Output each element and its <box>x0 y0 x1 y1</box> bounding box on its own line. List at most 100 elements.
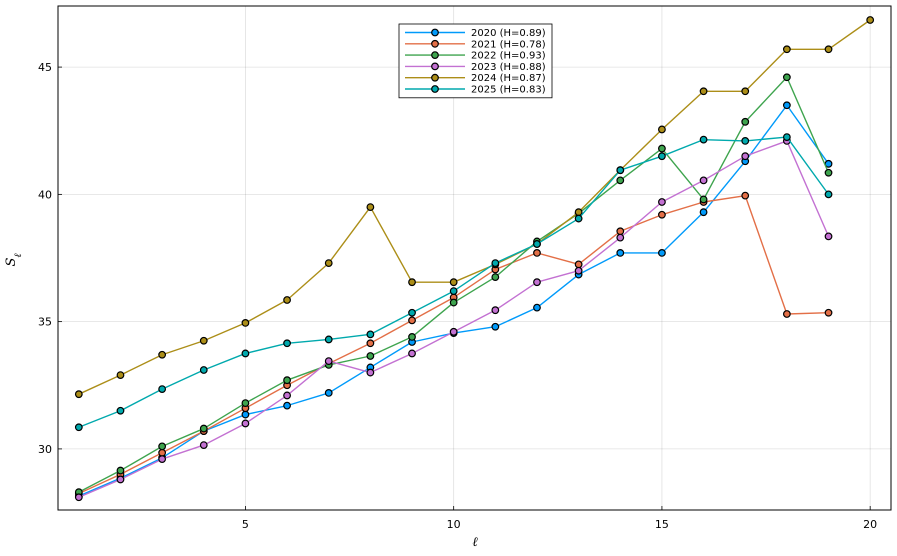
data-point <box>408 278 416 287</box>
legend: 2020 (H=0.89)2021 (H=0.78)2022 (H=0.93)2… <box>398 23 553 99</box>
data-point <box>658 249 666 257</box>
y-axis-label: Sℓ <box>4 253 24 266</box>
data-point <box>241 410 250 419</box>
data-point <box>241 399 250 407</box>
data-point <box>533 249 541 257</box>
data-point <box>824 45 833 54</box>
data-point <box>658 125 666 134</box>
data-point <box>699 176 708 185</box>
legend-label: 2025 (H=0.83) <box>471 85 546 96</box>
legend-marker <box>431 73 439 82</box>
data-point <box>283 339 291 348</box>
x-axis-label: ℓ <box>472 535 478 550</box>
legend-marker <box>431 39 439 48</box>
data-point <box>533 303 541 312</box>
data-point <box>824 168 833 177</box>
data-point <box>782 133 791 141</box>
data-point <box>199 424 208 433</box>
data-point <box>449 278 458 287</box>
series-4 <box>74 137 833 502</box>
data-point <box>491 322 500 331</box>
data-point <box>74 493 83 502</box>
x-tick-label: 5 <box>242 518 249 531</box>
data-point <box>741 191 750 200</box>
plot-border <box>57 5 892 511</box>
legend-marker <box>431 85 439 93</box>
series-line <box>78 19 871 395</box>
legend-marker <box>431 28 439 37</box>
data-point <box>741 152 750 161</box>
axis-labels: ℓ Sℓ <box>4 253 478 550</box>
data-point <box>491 259 500 267</box>
data-point <box>158 442 167 451</box>
data-point <box>782 45 791 54</box>
data-point <box>74 423 83 432</box>
data-point <box>283 391 291 400</box>
data-point <box>241 419 250 428</box>
data-point <box>824 232 833 241</box>
data-point <box>366 339 375 348</box>
x-tick-label: 10 <box>447 518 461 531</box>
data-point <box>533 240 541 248</box>
legend-label: 2023 (H=0.88) <box>471 62 546 73</box>
data-point <box>366 352 375 360</box>
data-point <box>658 198 666 206</box>
data-point <box>574 260 583 269</box>
data-point <box>658 210 666 219</box>
data-point <box>741 87 750 96</box>
data-point <box>408 308 416 317</box>
data-point <box>741 117 750 126</box>
data-point <box>449 298 458 307</box>
x-tick-label: 20 <box>863 518 877 531</box>
data-point <box>616 227 625 236</box>
data-point <box>283 401 291 410</box>
data-point <box>824 190 833 199</box>
y-tick-label: 35 <box>38 316 52 329</box>
data-point <box>866 16 875 24</box>
legend-box <box>398 23 553 99</box>
legend-label: 2020 (H=0.89) <box>471 28 546 39</box>
data-point <box>366 330 375 339</box>
data-point <box>658 144 666 153</box>
legend-label: 2022 (H=0.93) <box>471 51 546 62</box>
data-point <box>324 259 333 267</box>
data-point <box>241 319 250 327</box>
series-lines <box>74 16 875 502</box>
tick-labels: 5 10 15 20 30 35 40 45 <box>38 61 877 531</box>
data-point <box>116 406 125 415</box>
data-point <box>782 101 791 110</box>
legend-marker <box>431 62 439 71</box>
data-point <box>158 455 167 463</box>
data-point <box>699 195 708 204</box>
data-point <box>116 466 125 475</box>
data-point <box>116 371 125 379</box>
data-point <box>366 203 375 211</box>
data-point <box>116 475 125 484</box>
legend-label: 2021 (H=0.78) <box>471 39 546 50</box>
data-point <box>158 385 167 393</box>
data-point <box>283 296 291 304</box>
data-point <box>283 376 291 385</box>
data-point <box>366 368 375 377</box>
data-point <box>491 306 500 315</box>
data-point <box>199 336 208 345</box>
data-point <box>158 350 167 359</box>
data-point <box>199 366 208 374</box>
data-point <box>74 390 83 399</box>
data-point <box>241 349 250 358</box>
y-tick-label: 40 <box>38 188 52 201</box>
data-point <box>699 135 708 144</box>
data-point <box>324 389 333 397</box>
data-point <box>199 441 208 449</box>
data-point <box>408 316 416 325</box>
data-point <box>616 166 625 175</box>
data-point <box>574 266 583 275</box>
data-point <box>699 87 708 96</box>
data-point <box>449 287 458 295</box>
y-tick-label: 45 <box>38 61 52 74</box>
legend-marker <box>431 51 439 59</box>
data-point <box>782 73 791 82</box>
data-point <box>574 214 583 223</box>
